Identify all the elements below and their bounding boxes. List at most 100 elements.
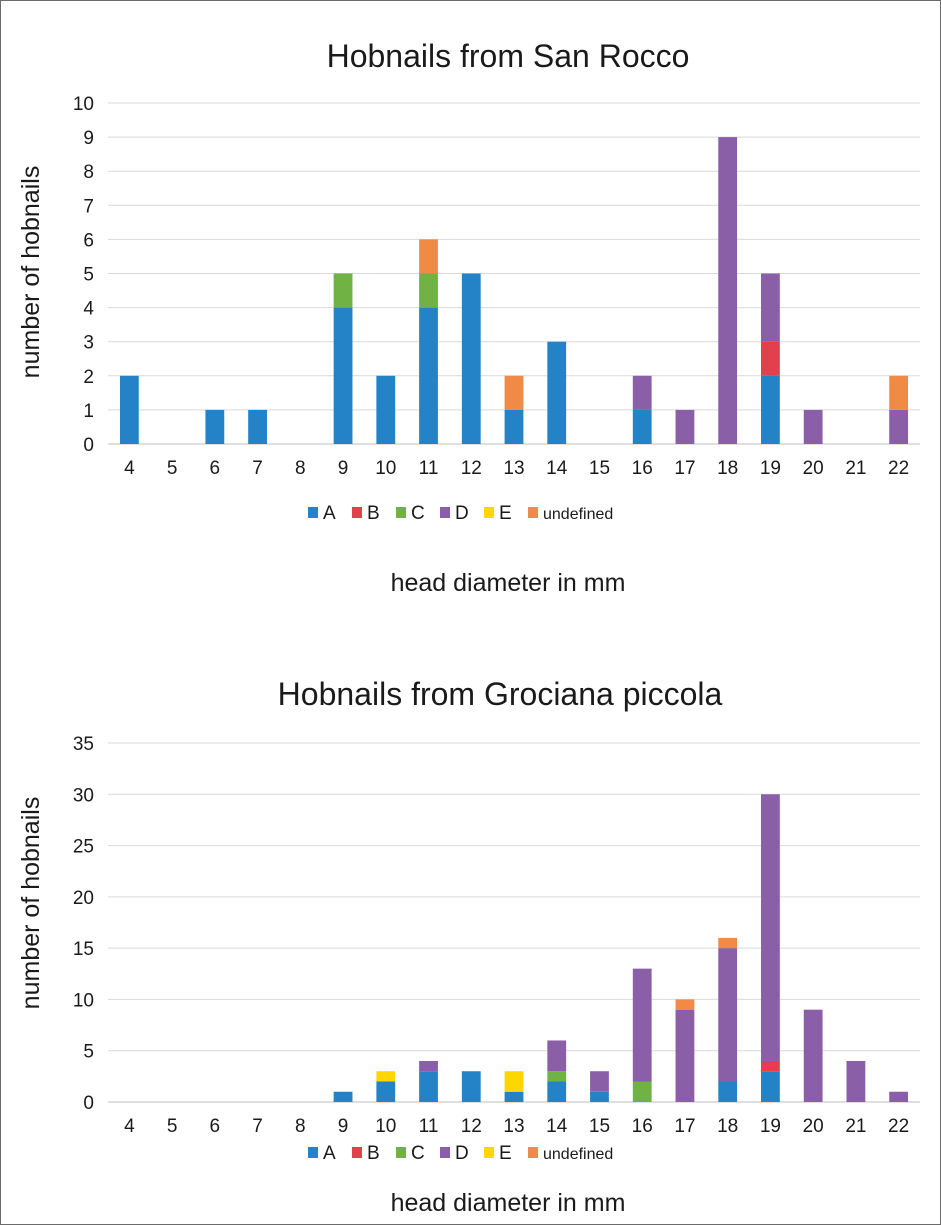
legend-label: A: [323, 1143, 336, 1164]
legend-label: C: [411, 503, 425, 524]
x-tick-label: 9: [338, 1116, 349, 1137]
bar-segment-a-11: [419, 307, 438, 444]
x-tick-label: 12: [461, 458, 482, 479]
legend-swatch-undefined: [528, 1147, 538, 1158]
bar-segment-a-10: [376, 375, 396, 444]
x-tick-label: 8: [295, 458, 306, 479]
bar-segment-d-18: [718, 948, 738, 1082]
bar-segment-d-20: [803, 1009, 823, 1102]
x-tick-label: 6: [210, 458, 221, 479]
x-tick-label: 12: [461, 1116, 482, 1137]
bar-segment-a-12: [461, 1071, 481, 1102]
x-tick-label: 17: [674, 1116, 695, 1137]
bar-segment-a-9: [333, 1091, 353, 1102]
bar-segment-d-19: [761, 273, 780, 342]
x-tick-label: 18: [717, 1116, 738, 1137]
x-tick-label: 18: [717, 458, 738, 479]
chart-grociana-piccola: Hobnails from Grociana piccola number of…: [17, 676, 920, 1217]
bar-segment-d-17: [675, 1009, 695, 1102]
bar-segment-d-16: [632, 375, 652, 410]
bar-segment-d-16: [632, 968, 652, 1082]
chart-title: Hobnails from Grociana piccola: [278, 676, 723, 712]
y-tick-label: 15: [73, 939, 94, 960]
bar-segment-a-18: [718, 1081, 738, 1102]
bar-segment-a-7: [248, 409, 267, 444]
legend-swatch-c: [396, 507, 406, 518]
x-tick-label: 20: [803, 1116, 824, 1137]
legend-swatch-d: [440, 507, 450, 518]
legend-label: undefined: [543, 1146, 613, 1163]
plot-area: 0 5 10 15 20 25 30 35 4 5 6 7 8 9 10 11 12 13 14 15 16 17 18 19…: [73, 734, 920, 1137]
x-tick-label: 21: [845, 458, 866, 479]
y-tick-label: 0: [83, 1093, 94, 1114]
y-tick-label: 7: [83, 196, 94, 217]
bar-segment-a-4: [119, 375, 139, 444]
y-tick-label: 25: [73, 837, 94, 858]
bar-segment-d-21: [846, 1060, 866, 1102]
bar-segment-d-19: [761, 794, 780, 1061]
y-tick-label: 20: [73, 888, 94, 909]
bar-segment-a-13: [504, 409, 524, 444]
legend-label: B: [367, 1143, 380, 1164]
legend-swatch-e: [484, 1147, 494, 1158]
legend-swatch-a: [308, 1147, 318, 1158]
bar-segment-a-6: [205, 409, 225, 444]
x-tick-label: 7: [252, 1116, 263, 1137]
x-tick-label: 14: [546, 1116, 568, 1137]
x-tick-label: 15: [589, 458, 610, 479]
bar-segment-d-15: [590, 1071, 609, 1092]
y-tick-label: 9: [83, 128, 94, 149]
y-tick-label: 8: [83, 162, 94, 183]
x-tick-label: 9: [338, 458, 349, 479]
bar-segment-d-17: [675, 409, 695, 444]
legend-swatch-c: [396, 1147, 406, 1158]
x-tick-label: 19: [760, 1116, 781, 1137]
x-tick-label: 19: [760, 458, 781, 479]
chart-title: Hobnails from San Rocco: [327, 38, 690, 74]
legend-swatch-d: [440, 1147, 450, 1158]
bar-segment-e-10: [376, 1071, 396, 1082]
bar-segment-a-11: [419, 1071, 438, 1102]
bar-segment-d-11: [419, 1060, 438, 1072]
x-tick-label: 5: [167, 458, 178, 479]
bar-segment-d-22: [889, 1091, 909, 1102]
legend-label: D: [455, 1143, 469, 1164]
x-tick-label: 13: [503, 1116, 524, 1137]
bar-segment-b-19: [761, 341, 780, 376]
x-tick-label: 16: [632, 458, 653, 479]
y-tick-label: 1: [83, 401, 94, 422]
bar-segment-a-13: [504, 1091, 524, 1102]
bar-segment-a-19: [761, 375, 780, 444]
bar-segment-d-20: [803, 409, 823, 444]
legend-label: A: [323, 503, 336, 524]
legend-label: C: [411, 1143, 425, 1164]
y-axis-title: number of hobnails: [17, 166, 45, 379]
bar-segment-b-19: [761, 1060, 780, 1072]
x-tick-label: 10: [375, 458, 396, 479]
y-tick-label: 6: [83, 230, 94, 251]
x-tick-label: 4: [124, 458, 135, 479]
legend-swatch-a: [308, 507, 318, 518]
x-tick-label: 6: [210, 1116, 221, 1137]
legend-swatch-b: [352, 1147, 362, 1158]
x-tick-label: 14: [546, 458, 568, 479]
legend-label: E: [499, 503, 512, 524]
y-tick-label: 35: [73, 734, 94, 755]
bar-segment-undefined-22: [889, 375, 909, 410]
y-tick-label: 3: [83, 333, 94, 354]
bar-segment-d-14: [547, 1040, 567, 1072]
x-tick-label: 15: [589, 1116, 610, 1137]
x-tick-label: 7: [252, 458, 263, 479]
y-axis-title: number of hobnails: [17, 797, 45, 1010]
bar-segment-d-18: [718, 137, 738, 444]
y-tick-label: 5: [83, 265, 94, 286]
bar-segment-undefined-17: [675, 999, 695, 1010]
x-tick-label: 10: [375, 1116, 396, 1137]
legend-swatch-b: [352, 507, 362, 518]
x-tick-label: 13: [503, 458, 524, 479]
chart-san-rocco: Hobnails from San Rocco number of hobnai…: [17, 38, 920, 597]
bar-segment-e-13: [504, 1071, 524, 1092]
bar-segment-c-14: [547, 1071, 567, 1082]
